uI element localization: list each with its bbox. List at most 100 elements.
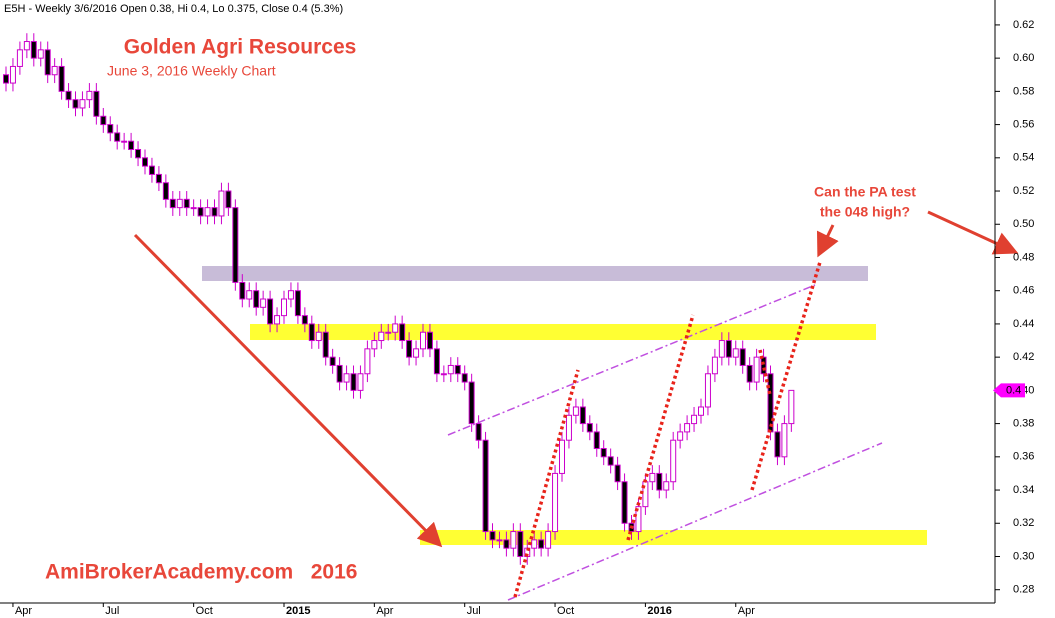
candle-body <box>392 323 399 333</box>
candle-body <box>454 364 461 375</box>
y-tick-label: 0.28 <box>1013 584 1034 596</box>
candle-body <box>350 373 357 391</box>
resistance-band <box>202 266 868 281</box>
candle-body <box>718 340 725 358</box>
candle-body <box>308 323 315 342</box>
candle-body <box>155 173 162 184</box>
candle-body <box>267 298 274 325</box>
candle-body <box>343 373 350 383</box>
x-tick-label: Apr <box>15 605 32 617</box>
candle-body <box>135 149 142 159</box>
candle-body <box>656 472 663 491</box>
candle-body <box>475 423 482 441</box>
x-tick-label: Jul <box>467 605 481 617</box>
candle-body <box>739 348 746 366</box>
candle-body <box>440 373 447 376</box>
candle-body <box>16 49 23 67</box>
candle-body <box>86 90 93 101</box>
candle-body <box>468 381 475 425</box>
candle-body <box>294 290 301 317</box>
candle-body <box>211 207 218 217</box>
candle-body <box>420 331 426 350</box>
candle-body <box>183 198 190 209</box>
candle-body <box>649 472 656 483</box>
chart-subtitle: June 3, 2016 Weekly Chart <box>107 63 276 79</box>
candle-body <box>531 539 538 549</box>
candle-body <box>433 348 440 375</box>
candle-body <box>670 439 677 483</box>
candle-body <box>565 414 572 441</box>
candle-body <box>260 298 267 308</box>
candle-body <box>426 331 433 350</box>
candle-body <box>58 65 65 92</box>
arrow <box>816 224 839 258</box>
support-band <box>420 530 927 545</box>
candle-body <box>698 406 704 416</box>
candle-body <box>788 389 795 425</box>
y-tick-label: 0.56 <box>1013 118 1034 130</box>
candle-body <box>239 281 246 300</box>
candle-body <box>447 364 454 375</box>
candle-body <box>142 157 148 167</box>
y-tick-label: 0.50 <box>1013 218 1034 230</box>
candle-body <box>781 423 788 458</box>
candle-body <box>572 406 579 416</box>
candle-body <box>114 132 121 142</box>
y-tick-label: 0.38 <box>1013 418 1034 430</box>
y-tick-label: 0.42 <box>1013 351 1034 363</box>
candle-body <box>406 340 413 358</box>
candle-body <box>579 406 586 425</box>
y-tick-label: 0.48 <box>1013 251 1034 263</box>
candle-body <box>746 364 753 383</box>
arrow <box>927 210 1019 255</box>
candle-body <box>635 506 642 533</box>
candle-body <box>204 207 211 217</box>
x-tick-label: 2015 <box>286 605 310 617</box>
candle-body <box>621 481 628 524</box>
candle-body <box>732 348 739 358</box>
candle-body <box>614 464 621 483</box>
y-tick-label: 0.58 <box>1013 85 1034 97</box>
y-tick-label: 0.62 <box>1013 19 1034 31</box>
x-tick-label: Apr <box>376 605 393 617</box>
candle-body <box>767 373 774 433</box>
candle-body <box>9 65 16 84</box>
candle-body <box>100 115 107 126</box>
candle-body <box>246 290 253 300</box>
header: E5H - Weekly 3/6/2016 Open 0.38, Hi 0.4,… <box>4 3 343 15</box>
candle-body <box>461 373 468 383</box>
candle-body <box>545 531 552 549</box>
candle-body <box>711 356 718 375</box>
candle-body <box>197 207 204 217</box>
candle-body <box>218 190 225 217</box>
price-tag-label: 0.4 <box>1006 384 1021 396</box>
chart-title: Golden Agri Resources <box>124 36 357 59</box>
candle-body <box>774 431 781 458</box>
y-tick-label: 0.32 <box>1013 517 1034 529</box>
candle-body <box>684 423 691 433</box>
candle-body <box>274 315 281 325</box>
candles <box>3 33 795 565</box>
candle-body <box>44 49 51 76</box>
y-tick-label: 0.54 <box>1013 152 1034 164</box>
y-tick-label: 0.34 <box>1013 484 1034 496</box>
candle-body <box>23 41 30 51</box>
candle-body <box>517 531 524 557</box>
candle-body <box>65 90 72 101</box>
channel-line <box>507 442 883 601</box>
candle-body <box>37 49 44 59</box>
candle-body <box>600 448 607 458</box>
candle-body <box>593 431 600 450</box>
candle-body <box>72 99 79 109</box>
candle-body <box>3 74 9 84</box>
candle-body <box>510 531 517 549</box>
candle-body <box>336 364 343 383</box>
candle-body <box>607 456 614 466</box>
candle-body <box>51 65 58 76</box>
y-tick-label: 0.30 <box>1013 550 1034 562</box>
candle-body <box>190 207 197 210</box>
arrow <box>133 233 443 548</box>
candle-body <box>552 472 559 533</box>
candle-body <box>225 190 232 209</box>
